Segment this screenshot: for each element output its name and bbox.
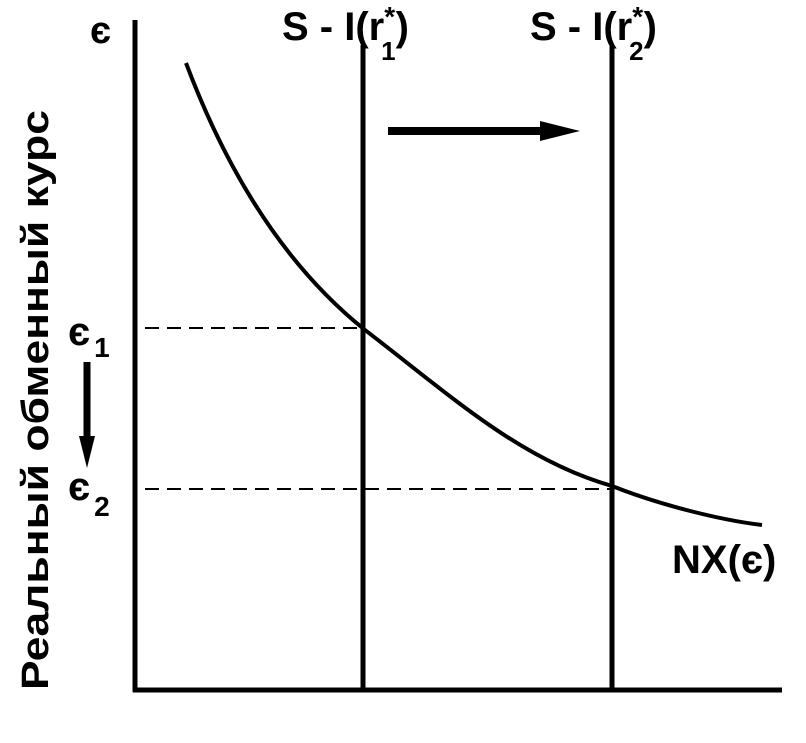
supply-line-1-subscript: 1: [381, 36, 395, 66]
supply-line-1-label: S - I(r* 1): [282, 1, 409, 66]
curve-label: NX(є): [672, 538, 776, 582]
supply-line-2-suffix: ): [644, 5, 657, 49]
level-2-symbol: є: [68, 465, 90, 509]
level-2-subscript: 2: [94, 491, 110, 522]
supply-line-1-prefix: S - I(r: [282, 5, 384, 49]
supply-line-2-prefix: S - I(r: [530, 5, 632, 49]
level-1-symbol: є: [68, 310, 90, 354]
y-axis-symbol: є: [90, 10, 111, 52]
shift-arrow: [388, 121, 580, 141]
y-axis-label: Реальный обменный курс: [15, 110, 57, 690]
level-arrow: [79, 362, 95, 468]
supply-line-1-suffix: ): [396, 5, 409, 49]
level-1-subscript: 1: [94, 332, 110, 363]
supply-line-2-label: S - I(r* 2): [530, 1, 657, 66]
supply-line-2-star: *: [632, 1, 643, 32]
supply-line-1-star: *: [384, 1, 395, 32]
nx-curve: [184, 62, 763, 527]
supply-line-2-subscript: 2: [629, 36, 643, 66]
